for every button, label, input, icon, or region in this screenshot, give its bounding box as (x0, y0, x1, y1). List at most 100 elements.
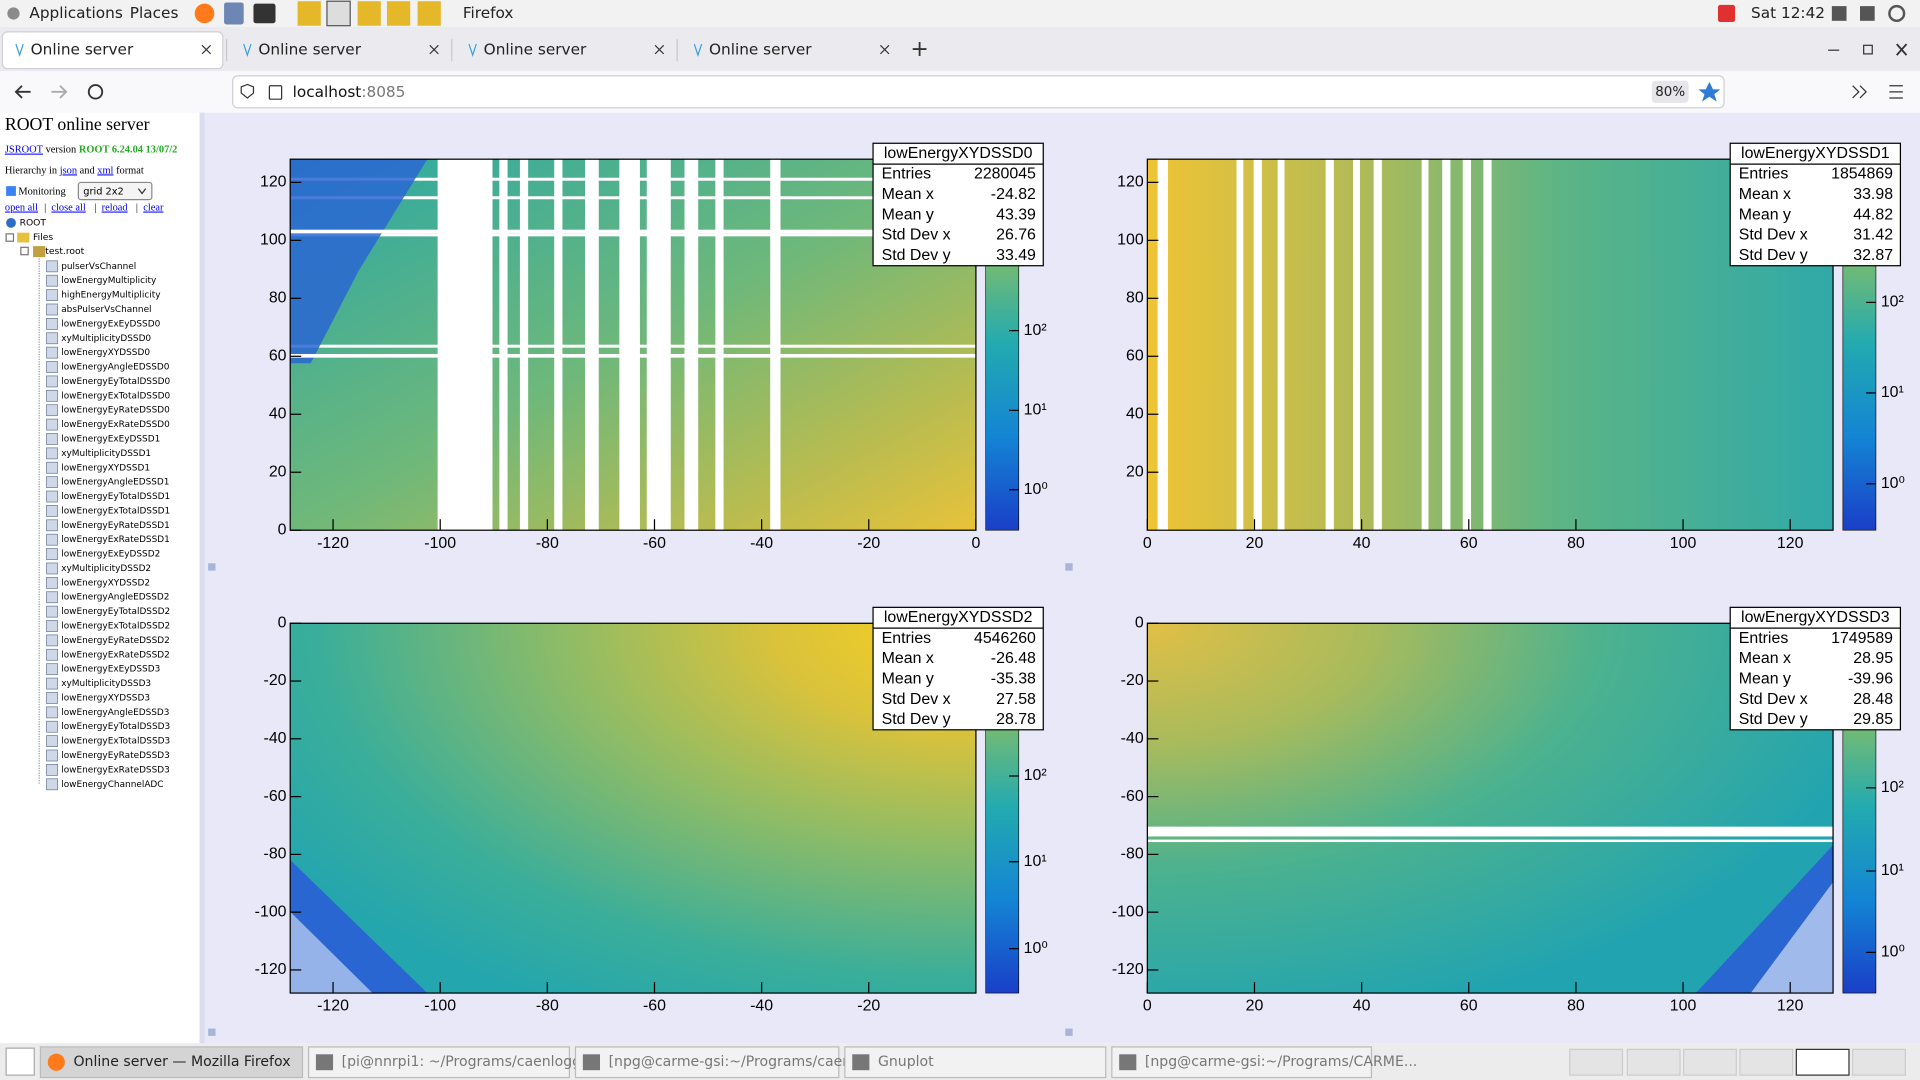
tree-item[interactable]: lowEnergyEyRateDSSD3 (61, 751, 170, 761)
tab-title[interactable]: Online server (31, 41, 134, 59)
tree-item[interactable]: lowEnergyExTotalDSSD1 (61, 506, 170, 516)
applications-menu[interactable]: Applications (29, 4, 122, 22)
places-menu[interactable]: Places (130, 4, 179, 22)
tab-title[interactable]: Online server (258, 41, 361, 59)
tree-item[interactable]: pulserVsChannel (61, 262, 136, 272)
tree-item[interactable]: lowEnergyEyTotalDSSD3 (61, 722, 170, 732)
tree-item[interactable]: lowEnergyExEyDSSD3 (61, 665, 160, 675)
x-tick-label: 60 (1460, 998, 1478, 1015)
workspace[interactable] (1740, 1049, 1793, 1075)
stats-value: 26.76 (996, 227, 1036, 244)
tree-item[interactable]: lowEnergyEyTotalDSSD0 (61, 377, 170, 387)
task-label[interactable]: [npg@carme-gsi:~/Programs/caenlo... (609, 1054, 877, 1070)
task-label[interactable]: [pi@nnrpi1: ~/Programs/caenlogger] (342, 1054, 601, 1070)
tree-item[interactable]: highEnergyMultiplicity (61, 291, 161, 301)
launcher[interactable] (418, 1, 441, 25)
url-field[interactable] (233, 76, 1724, 108)
tree-item[interactable]: lowEnergyMultiplicity (61, 276, 157, 286)
tree-item[interactable]: lowEnergyEyTotalDSSD2 (61, 607, 170, 617)
tree-item[interactable]: lowEnergyExEyDSSD0 (61, 319, 160, 329)
firefox-launcher[interactable] (195, 4, 215, 24)
network-icon[interactable] (1832, 6, 1847, 21)
tree-item[interactable]: xyMultiplicityDSSD2 (61, 564, 151, 574)
z-tick-label: 10⁰ (1024, 481, 1048, 498)
x-tick-label: -120 (317, 535, 349, 552)
tree-item[interactable]: lowEnergyAngleEDSSD0 (61, 363, 170, 373)
task-label[interactable]: Online server — Mozilla Firefox (73, 1054, 290, 1070)
stats-label: Std Dev x (882, 691, 951, 708)
monitoring-checkbox[interactable] (6, 186, 16, 196)
new-tab-button[interactable]: + (910, 37, 928, 62)
files-launcher[interactable] (224, 2, 244, 24)
tree-file[interactable]: test.root (45, 246, 84, 257)
expander[interactable] (21, 247, 28, 254)
xml-link[interactable]: xml (97, 166, 113, 177)
tree-item[interactable]: lowEnergyXYDSSD1 (61, 463, 150, 473)
jsroot-link[interactable]: JSROOT (5, 145, 44, 156)
action-link[interactable]: close all (51, 203, 85, 214)
hist-icon (47, 376, 58, 387)
volume-icon[interactable] (1860, 6, 1875, 21)
tree-item[interactable]: lowEnergyEyRateDSSD1 (61, 521, 170, 531)
tree-item[interactable]: lowEnergyAngleEDSSD3 (61, 708, 169, 718)
grid-handle[interactable] (1065, 563, 1072, 570)
x-tick-label: 40 (1353, 535, 1371, 552)
task-label[interactable]: [npg@carme-gsi:~/Programs/CARME... (1145, 1054, 1417, 1070)
launcher[interactable] (358, 1, 381, 25)
tree-item[interactable]: lowEnergyExEyDSSD1 (61, 434, 160, 444)
grid-handle[interactable] (1065, 1029, 1072, 1036)
tree-item[interactable]: lowEnergyExRateDSSD3 (61, 765, 170, 775)
tree-item[interactable]: lowEnergyEyRateDSSD2 (61, 636, 170, 646)
show-desktop[interactable] (6, 1048, 34, 1075)
launcher[interactable] (387, 1, 410, 25)
tree-item[interactable]: lowEnergyExTotalDSSD2 (61, 622, 170, 632)
tree-item[interactable]: lowEnergyEyRateDSSD0 (61, 406, 170, 416)
stats-label: Mean x (1739, 186, 1791, 203)
tree-item[interactable]: xyMultiplicityDSSD0 (61, 334, 151, 344)
tree-item[interactable]: lowEnergyChannelADC (61, 780, 163, 790)
tree-item[interactable]: lowEnergyExTotalDSSD3 (61, 737, 170, 747)
action-link[interactable]: open all (5, 203, 38, 214)
tray-icon[interactable] (1718, 5, 1735, 22)
tree-item[interactable]: lowEnergyXYDSSD2 (61, 578, 150, 588)
workspace[interactable] (1853, 1049, 1906, 1075)
action-link[interactable]: clear (143, 203, 164, 214)
workspace[interactable] (1627, 1049, 1680, 1075)
tree-item[interactable]: lowEnergyXYDSSD0 (61, 348, 150, 358)
workspace[interactable] (1684, 1049, 1737, 1075)
grid-handle[interactable] (208, 1029, 215, 1036)
sidebar-splitter[interactable] (200, 113, 205, 1044)
zoom-level[interactable]: 80% (1655, 85, 1685, 100)
launcher[interactable] (327, 1, 350, 25)
clock[interactable]: Sat 12:42 (1751, 4, 1825, 22)
tree-item[interactable]: lowEnergyExRateDSSD0 (61, 420, 170, 430)
tree-item[interactable]: lowEnergyExTotalDSSD0 (61, 391, 170, 401)
tree-files[interactable]: Files (33, 232, 53, 243)
workspace[interactable] (1796, 1049, 1849, 1075)
action-link[interactable]: reload (102, 203, 129, 214)
tree-item[interactable]: xyMultiplicityDSSD1 (61, 449, 151, 459)
tree-item[interactable]: lowEnergyAngleEDSSD1 (61, 478, 169, 488)
tree-item[interactable]: lowEnergyExRateDSSD2 (61, 650, 170, 660)
tree-item[interactable]: lowEnergyAngleEDSSD2 (61, 593, 169, 603)
grid-handle[interactable] (208, 563, 215, 570)
tree-item[interactable]: lowEnergyExRateDSSD1 (61, 535, 170, 545)
tree-item[interactable]: lowEnergyExEyDSSD2 (61, 550, 160, 560)
json-link[interactable]: json (59, 166, 78, 177)
url[interactable]: localhost:8085 (293, 82, 406, 100)
tree-item[interactable]: absPulserVsChannel (61, 305, 151, 315)
tree-item[interactable]: xyMultiplicityDSSD3 (61, 679, 151, 689)
terminal-launcher[interactable] (253, 4, 275, 24)
tree-item[interactable]: lowEnergyEyTotalDSSD1 (61, 492, 170, 502)
tab-title[interactable]: Online server (709, 41, 812, 59)
task-label[interactable]: Gnuplot (878, 1054, 934, 1070)
x-tick-label: 80 (1567, 998, 1585, 1015)
tab-title[interactable]: Online server (484, 41, 587, 59)
workspace[interactable] (1570, 1049, 1623, 1075)
launcher[interactable] (298, 1, 321, 25)
tree-item[interactable]: lowEnergyXYDSSD3 (61, 693, 150, 703)
expander[interactable] (6, 234, 13, 241)
tree-root[interactable]: ROOT (20, 217, 47, 228)
monitoring-label[interactable]: Monitoring (18, 187, 65, 198)
